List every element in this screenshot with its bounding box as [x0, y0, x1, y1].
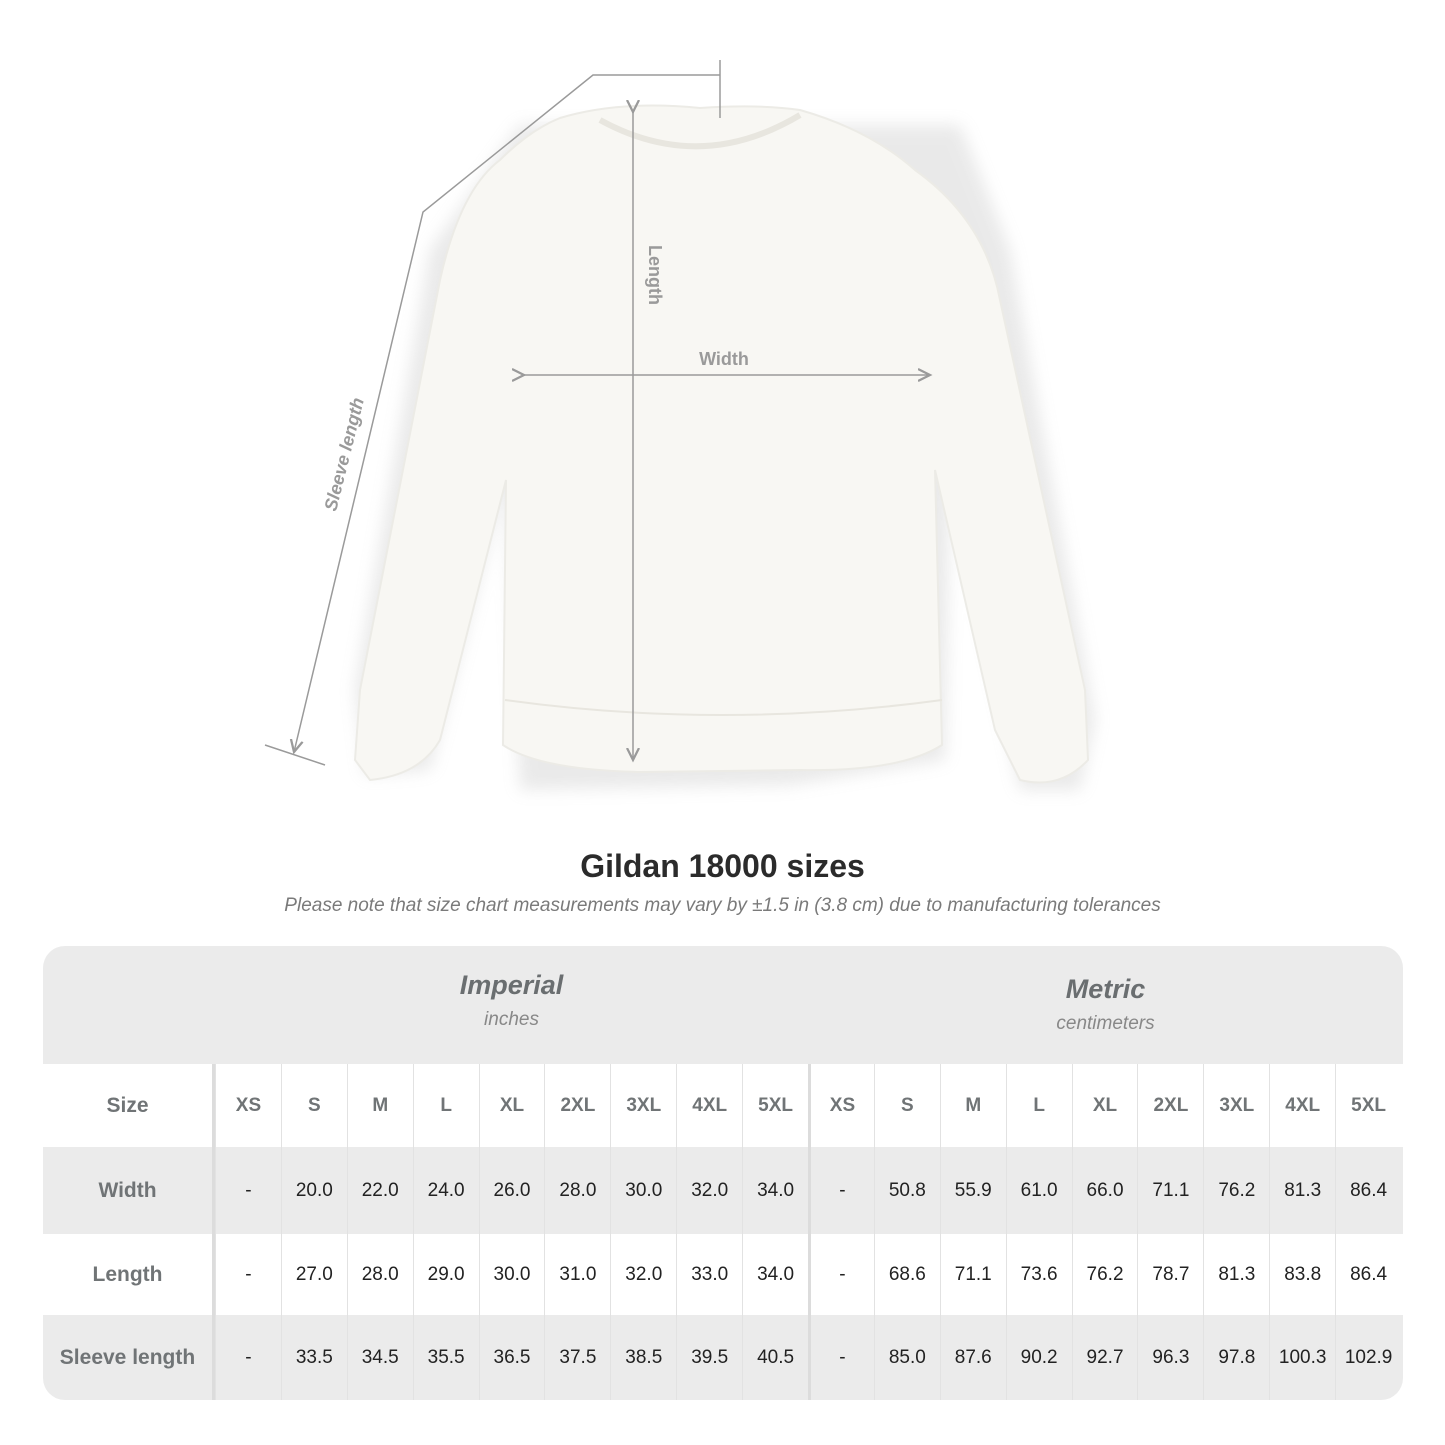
length-label: Length: [645, 245, 665, 305]
value-cell-metric: 86.4: [1335, 1147, 1401, 1234]
table-row: Length -27.0 28.0 29.0 30.0 31.0 32.0 33.0 34.0-…: [43, 1234, 1403, 1315]
value-cell-metric: -: [808, 1234, 874, 1315]
value-cell-metric: 83.8: [1269, 1234, 1335, 1315]
row-label: Width: [43, 1147, 215, 1234]
value-cell-metric: 71.1: [939, 1234, 1006, 1315]
value-cell-metric: 86.4: [1335, 1234, 1401, 1315]
size-header-imperial: 4XL: [676, 1064, 742, 1147]
value-cell-imperial: 20.0: [280, 1147, 347, 1234]
value-cell-imperial: 36.5: [478, 1315, 545, 1400]
value-cell-imperial: 34.0: [742, 1234, 808, 1315]
table-row: Width -20.0 22.0 24.0 26.0 28.0 30.0 32.0 34.0-5…: [43, 1147, 1403, 1234]
value-cell-imperial: 33.5: [280, 1315, 347, 1400]
value-cell-imperial: 29.0: [412, 1234, 479, 1315]
value-cell-metric: 102.9: [1335, 1315, 1401, 1400]
imperial-title: Imperial: [459, 970, 564, 1000]
value-cell-imperial: -: [215, 1234, 281, 1315]
value-cell-imperial: -: [215, 1147, 281, 1234]
imperial-header: Imperial inches: [215, 946, 808, 1064]
size-label: Size: [43, 1064, 215, 1147]
value-cell-metric: 71.1: [1137, 1147, 1203, 1234]
size-header-imperial: 3XL: [610, 1064, 676, 1147]
size-header-row: Size XS S M L XL 2XL 3XL 4XL 5XL XS S M L XL 2XL 3XL 4XL 5…: [43, 1064, 1403, 1147]
value-cell-imperial: 32.0: [676, 1147, 742, 1234]
value-cell-imperial: 34.5: [346, 1315, 413, 1400]
size-header-imperial: S: [280, 1064, 347, 1147]
value-cell-metric: 78.7: [1137, 1234, 1203, 1315]
value-cell-imperial: 34.0: [742, 1147, 808, 1234]
imperial-unit: inches: [484, 1009, 539, 1030]
value-cell-metric: -: [808, 1315, 874, 1400]
size-header-imperial: XL: [478, 1064, 545, 1147]
value-cell-metric: 76.2: [1071, 1234, 1138, 1315]
size-header-metric: M: [939, 1064, 1006, 1147]
value-cell-metric: 81.3: [1269, 1147, 1335, 1234]
metric-title: Metric: [1065, 974, 1146, 1004]
row-label: Sleeve length: [43, 1315, 215, 1400]
value-cell-metric: 92.7: [1071, 1315, 1138, 1400]
value-cell-metric: 73.6: [1005, 1234, 1072, 1315]
value-cell-metric: 100.3: [1269, 1315, 1335, 1400]
width-label: Width: [699, 349, 749, 369]
size-header-imperial: XS: [215, 1064, 281, 1147]
value-cell-imperial: 26.0: [478, 1147, 545, 1234]
size-header-metric: 5XL: [1335, 1064, 1401, 1147]
value-cell-metric: 50.8: [873, 1147, 940, 1234]
row-label: Length: [43, 1234, 215, 1315]
value-cell-metric: 87.6: [939, 1315, 1006, 1400]
value-cell-imperial: 35.5: [412, 1315, 479, 1400]
value-cell-imperial: -: [215, 1315, 281, 1400]
tolerance-note: Please note that size chart measurements…: [284, 895, 1161, 916]
value-cell-imperial: 37.5: [544, 1315, 610, 1400]
size-header-metric: S: [873, 1064, 940, 1147]
value-cell-metric: 96.3: [1137, 1315, 1203, 1400]
size-header-imperial: M: [346, 1064, 413, 1147]
sweater-diagram: Length Width Sleeve length: [264, 60, 1095, 790]
value-cell-imperial: 27.0: [280, 1234, 347, 1315]
value-cell-imperial: 40.5: [742, 1315, 808, 1400]
table-row: Sleeve length -33.5 34.5 35.5 36.5 37.5 38.5 39…: [43, 1315, 1403, 1400]
value-cell-imperial: 38.5: [610, 1315, 676, 1400]
sleeve-length-label: Sleeve length: [320, 396, 367, 513]
value-cell-imperial: 32.0: [610, 1234, 676, 1315]
value-cell-metric: 85.0: [873, 1315, 940, 1400]
size-header-imperial: 2XL: [544, 1064, 610, 1147]
metric-header: Metric centimeters: [808, 946, 1403, 1064]
value-cell-metric: 66.0: [1071, 1147, 1138, 1234]
size-header-metric: 3XL: [1203, 1064, 1269, 1147]
value-cell-imperial: 28.0: [346, 1234, 413, 1315]
value-cell-metric: 76.2: [1203, 1147, 1269, 1234]
sweater: [353, 104, 1090, 784]
sleeve-measure-line: [264, 60, 721, 766]
value-cell-imperial: 31.0: [544, 1234, 610, 1315]
size-header-imperial: L: [412, 1064, 479, 1147]
value-cell-metric: 68.6: [873, 1234, 940, 1315]
size-header-metric: 4XL: [1269, 1064, 1335, 1147]
value-cell-imperial: 24.0: [412, 1147, 479, 1234]
size-header-metric: L: [1005, 1064, 1072, 1147]
value-cell-metric: 55.9: [939, 1147, 1006, 1234]
value-cell-imperial: 33.0: [676, 1234, 742, 1315]
value-cell-metric: 90.2: [1005, 1315, 1072, 1400]
value-cell-metric: 81.3: [1203, 1234, 1269, 1315]
size-header-metric: XS: [808, 1064, 874, 1147]
page-title: Gildan 18000 sizes: [580, 848, 865, 884]
value-cell-imperial: 39.5: [676, 1315, 742, 1400]
size-header-metric: 2XL: [1137, 1064, 1203, 1147]
size-header-imperial: 5XL: [742, 1064, 808, 1147]
unit-header: [43, 946, 1403, 1064]
value-cell-metric: 97.8: [1203, 1315, 1269, 1400]
value-cell-metric: 61.0: [1005, 1147, 1072, 1234]
value-cell-metric: -: [808, 1147, 874, 1234]
value-cell-imperial: 22.0: [346, 1147, 413, 1234]
value-cell-imperial: 30.0: [478, 1234, 545, 1315]
size-table: Imperial inches Metric centimeters Size X…: [43, 946, 1403, 1400]
metric-unit: centimeters: [1056, 1013, 1155, 1034]
value-cell-imperial: 28.0: [544, 1147, 610, 1234]
value-cell-imperial: 30.0: [610, 1147, 676, 1234]
size-header-metric: XL: [1071, 1064, 1138, 1147]
